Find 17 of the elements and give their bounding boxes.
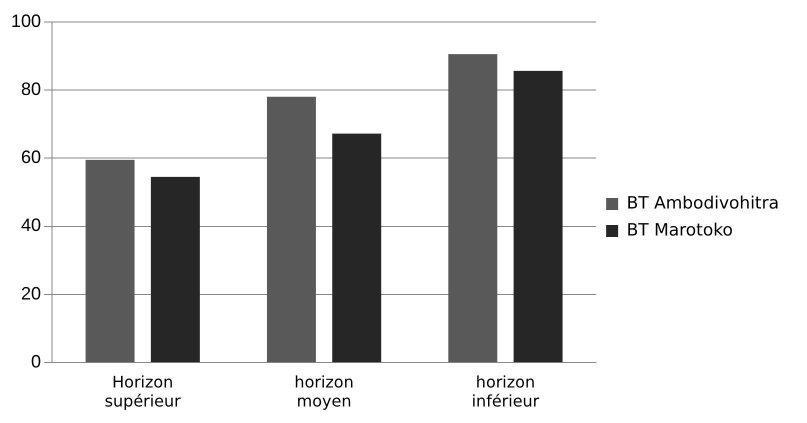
bar xyxy=(448,54,498,362)
bar xyxy=(332,134,382,362)
y-tick-label: 100 xyxy=(10,10,42,31)
legend-label: BT Ambodivohitra xyxy=(626,193,780,214)
bar xyxy=(86,160,135,362)
y-tick-label: 0 xyxy=(31,352,42,372)
bar xyxy=(150,176,200,362)
x-tick-label: Horizon supérieur xyxy=(104,372,182,411)
legend-label: BT Marotoko xyxy=(626,220,733,240)
y-tick-label: 20 xyxy=(21,283,42,304)
x-tick-label: horizon inférieur xyxy=(472,372,540,411)
bar xyxy=(266,96,316,362)
y-tick-label: 60 xyxy=(21,147,42,168)
x-tick-label: horizon moyen xyxy=(294,372,354,411)
bar xyxy=(514,70,563,362)
y-tick-label: 40 xyxy=(21,215,42,236)
y-tick-label: 80 xyxy=(21,78,42,99)
